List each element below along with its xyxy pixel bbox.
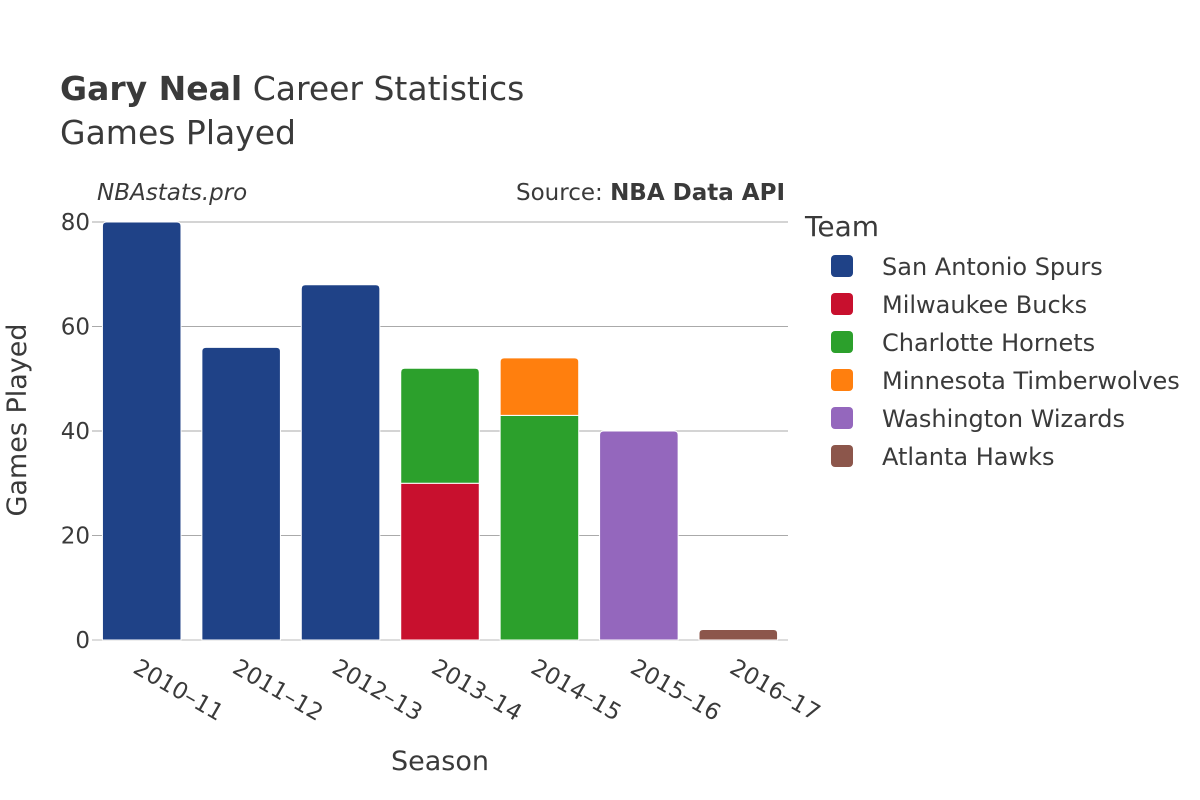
y-tick-label: 80 xyxy=(61,210,90,236)
legend-swatch xyxy=(831,445,853,467)
legend-swatch xyxy=(831,255,853,277)
y-axis-ticks: 0 20 40 60 80 xyxy=(61,210,90,654)
chart-title-rest: Career Statistics xyxy=(242,69,524,108)
source-name: NBA Data API xyxy=(610,180,785,206)
legend-item-label: Washington Wizards xyxy=(882,405,1125,433)
y-tick-label: 0 xyxy=(75,628,90,654)
source-note: Source: NBA Data API xyxy=(516,180,785,206)
x-tick-label: 2010–11 xyxy=(129,655,228,727)
chart-title-player: Gary Neal xyxy=(60,69,242,108)
x-tick-label: 2016–17 xyxy=(725,655,824,727)
x-axis-label: Season xyxy=(391,746,489,777)
bar-milwaukee-bucks-201314 xyxy=(400,482,480,641)
legend-title: Team xyxy=(804,210,879,243)
legend-item-label: Atlanta Hawks xyxy=(882,443,1055,471)
y-axis-label: Games Played xyxy=(2,323,33,516)
legend-item-label: Milwaukee Bucks xyxy=(882,291,1087,319)
y-tick-label: 60 xyxy=(61,315,90,341)
bar-atlanta-hawks-201617 xyxy=(698,629,779,641)
legend-swatch xyxy=(831,369,853,391)
x-tick-label: 2014–15 xyxy=(526,655,625,727)
x-axis-ticks: 2010–11 2011–12 2012–13 2013–14 2014–15 2015–… xyxy=(129,655,825,727)
bar-washington-wizards-201516 xyxy=(599,430,679,641)
legend-item-label: San Antonio Spurs xyxy=(882,253,1103,281)
bar-minnesota-timberwolves-201415 xyxy=(499,357,580,416)
legend-swatch xyxy=(831,407,853,429)
legend-item-label: Charlotte Hornets xyxy=(882,329,1095,357)
legend-swatch xyxy=(831,331,853,353)
y-tick-label: 40 xyxy=(61,419,90,445)
x-tick-label: 2013–14 xyxy=(427,655,526,727)
bar-san-antonio-spurs-201213 xyxy=(300,284,381,641)
bar-san-antonio-spurs-201011 xyxy=(101,221,182,641)
legend-item-label: Minnesota Timberwolves xyxy=(882,367,1180,395)
bars xyxy=(101,221,779,641)
watermark: NBAstats.pro xyxy=(97,180,247,206)
bar-charlotte-hornets-201314 xyxy=(400,367,480,484)
chart-subtitle: Games Played xyxy=(60,113,296,152)
bar-charlotte-hornets-201415 xyxy=(499,414,580,641)
y-tick-label: 20 xyxy=(61,524,90,550)
x-tick-label: 2011–12 xyxy=(228,655,327,727)
chart-title: Gary Neal Career Statistics xyxy=(60,69,524,108)
legend-swatch xyxy=(831,293,853,315)
legend: San Antonio Spurs Milwaukee Bucks Charlott… xyxy=(831,253,1180,471)
x-tick-label: 2012–13 xyxy=(328,655,427,727)
bar-san-antonio-spurs-201112 xyxy=(201,346,281,641)
source-prefix: Source: xyxy=(516,180,610,206)
x-tick-label: 2015–16 xyxy=(626,655,725,727)
